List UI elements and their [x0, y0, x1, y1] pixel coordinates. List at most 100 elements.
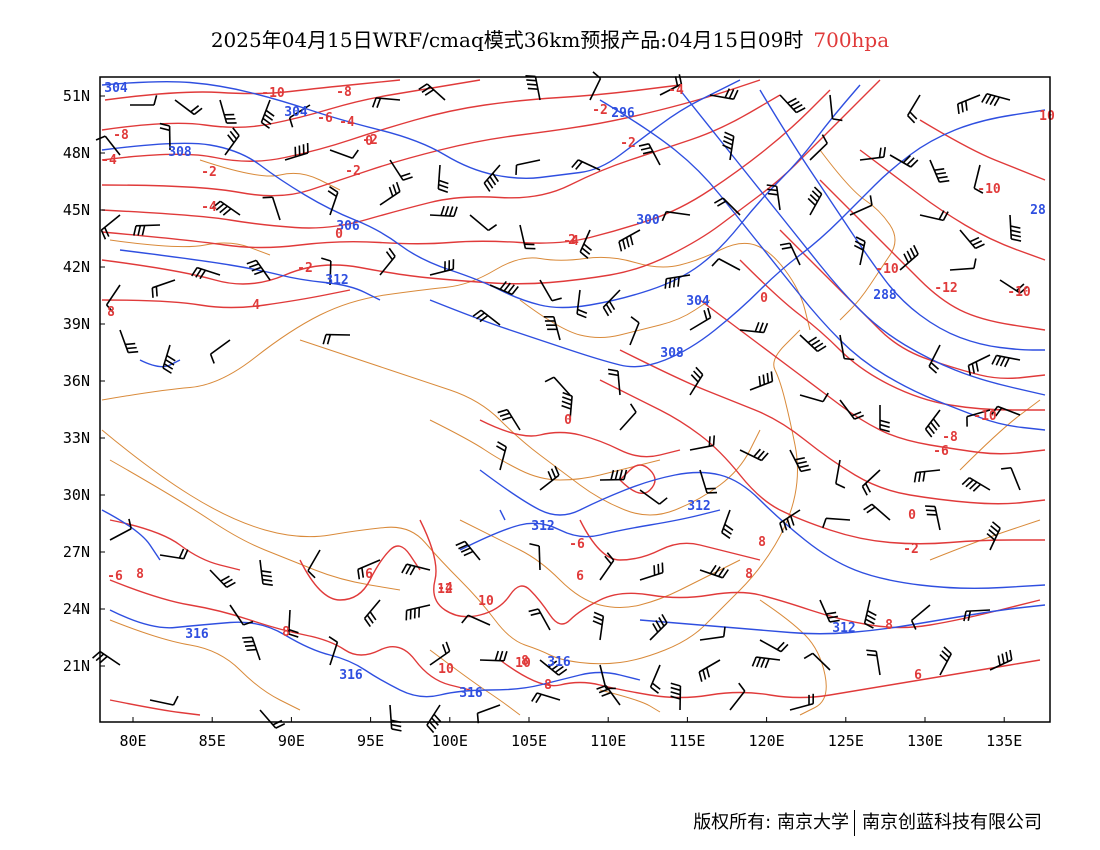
lat-tick-label: 48N: [63, 144, 90, 162]
wind-barb-icon: [363, 599, 381, 628]
wind-barb-icon: [132, 224, 161, 236]
lat-tick-label: 42N: [63, 258, 90, 276]
wind-barb-icon: [174, 99, 203, 116]
height-contour-label: 316: [547, 655, 571, 670]
wind-barb-icon: [159, 548, 189, 560]
wind-barb-icon: [472, 309, 501, 326]
temperature-contour: [919, 119, 1046, 181]
lat-tick-label: 24N: [63, 600, 90, 618]
temperature-contour-label: -10: [973, 409, 997, 424]
boundary-line: [109, 239, 271, 256]
temperature-contour-label: -8: [113, 128, 129, 143]
boundary-line: [819, 149, 896, 321]
wind-barb-icon: [531, 692, 561, 704]
temperature-contour-label: 10: [515, 656, 531, 671]
wind-barb-icon: [479, 650, 508, 662]
wind-barb-icon: [429, 205, 458, 218]
wind-barb-icon: [966, 409, 991, 427]
wind-barb-icon: [105, 284, 121, 313]
temperature-contour-label: -8: [942, 430, 958, 445]
wind-barb-icon: [576, 289, 588, 319]
wind-barb-icon: [242, 636, 261, 661]
height-contour-label: 304: [104, 81, 128, 96]
wind-barb-icon: [991, 354, 1021, 368]
wind-barb-icon: [149, 695, 179, 706]
temperature-contour: [819, 179, 1046, 331]
temperature-contour-layer: [101, 79, 1046, 716]
wind-barb-icon: [659, 74, 683, 96]
temperature-contour: [739, 259, 1045, 411]
boundary-line: [199, 159, 341, 191]
temperature-contour-label: -2: [345, 164, 361, 179]
height-contour-label: 316: [185, 627, 209, 642]
wind-barb-icon: [426, 704, 442, 734]
boundary-line: [429, 419, 661, 481]
wind-barb-icon: [519, 224, 536, 250]
wind-barb-icon: [906, 94, 921, 124]
wind-barb-icon: [489, 280, 519, 296]
wind-barb-icon: [866, 649, 881, 676]
boundary-line: [759, 599, 827, 716]
wind-barb-icon: [766, 184, 781, 211]
temperature-contour-label: 0: [760, 291, 768, 306]
wind-barb-icon: [689, 366, 704, 396]
temperature-contour: [479, 419, 681, 458]
temperature-contour-label: -2: [297, 261, 313, 276]
wind-barb-icon: [288, 104, 311, 128]
wind-barb-icon: [109, 518, 132, 541]
wind-barb-icon: [602, 289, 621, 317]
wind-barb-icon: [759, 639, 789, 653]
lon-tick-label: 85E: [199, 732, 226, 750]
wind-barb-icon: [928, 344, 941, 374]
temperature-contour: [779, 229, 1046, 380]
wind-barb-icon: [528, 608, 551, 631]
wind-barb-icon: [649, 664, 661, 694]
temperature-contour-label: -6: [933, 444, 949, 459]
temperature-contour-label: -2: [620, 136, 636, 151]
temperature-contour-label: 8: [107, 305, 115, 320]
wind-barb-icon: [561, 391, 573, 421]
height-contour-label: 312: [687, 499, 710, 514]
wind-barb-icon: [259, 709, 286, 729]
wind-barb-icon: [698, 659, 721, 682]
wind-barb-icon: [973, 164, 984, 194]
boundary-line: [299, 339, 761, 516]
height-contour-label: 304: [284, 105, 308, 120]
lon-tick-label: 80E: [119, 732, 146, 750]
wind-barb-icon: [649, 613, 668, 641]
wind-barb-icon: [571, 159, 601, 171]
wind-barb-icon: [749, 371, 774, 391]
wind-barb-icon: [989, 649, 1013, 671]
wind-barb-icon: [1000, 466, 1021, 491]
height-contour-layer: [101, 79, 1046, 698]
temperature-contour: [101, 79, 481, 131]
wind-barb-icon: [929, 159, 950, 183]
height-contour-label: 312: [531, 519, 554, 534]
wind-barb-icon: [321, 257, 332, 286]
temperature-contour-label: -6: [569, 537, 585, 552]
lat-tick-label: 45N: [63, 201, 90, 219]
wind-barb-icon: [629, 316, 640, 346]
title-text: 2025年04月15日WRF/cmaq模式36km预报产品:04月15日09时: [210, 28, 804, 52]
wind-barb-icon: [913, 469, 941, 483]
temperature-contour: [101, 89, 831, 249]
temperature-contour-label: 8: [136, 567, 144, 582]
map-frame: [99, 76, 1051, 723]
wind-barb-icon: [803, 652, 831, 671]
wind-barb-icon: [229, 604, 254, 626]
height-contour-label: 304: [686, 294, 710, 309]
wind-barb-icon: [799, 392, 829, 403]
wind-barb-icon: [638, 143, 661, 166]
temperature-contour: [101, 94, 781, 229]
wind-barb-icon: [429, 641, 451, 666]
wind-barb-icon: [130, 95, 158, 106]
wind-barb-icon: [592, 611, 605, 641]
wind-barb-icon: [209, 339, 231, 364]
wind-barb-icon: [329, 149, 359, 159]
wind-barb-icon: [607, 368, 621, 396]
temperature-contour-label: -2: [592, 103, 608, 118]
wind-barb-icon: [779, 509, 801, 533]
wind-barb-icon: [328, 636, 339, 666]
temperature-contour-label: 12: [437, 582, 453, 597]
wind-barb-icon: [618, 229, 641, 252]
